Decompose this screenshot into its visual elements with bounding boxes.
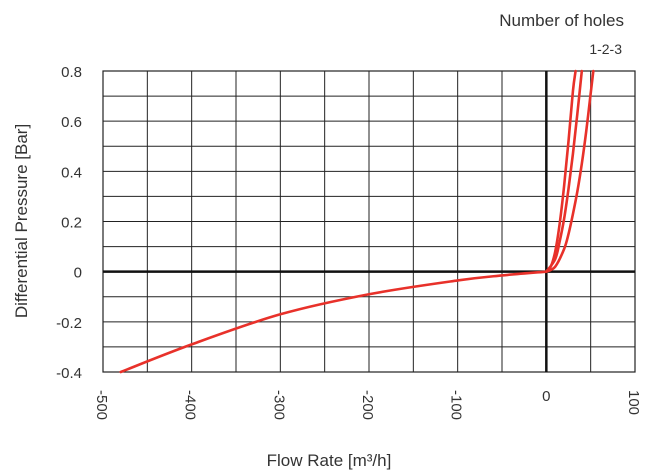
x-tick-label: -400 bbox=[182, 390, 199, 420]
x-tick-label: -200 bbox=[359, 390, 376, 420]
series-line-2 bbox=[545, 69, 584, 273]
legend-title: Number of holes bbox=[499, 11, 624, 30]
x-tick-label: 100 bbox=[625, 390, 642, 415]
y-axis-label: Differential Pressure [Bar] bbox=[12, 124, 31, 318]
x-tick-labels: -500 -400 -300 -200 -100 0 100 bbox=[93, 388, 642, 420]
y-tick-label: -0.2 bbox=[56, 315, 82, 332]
x-tick-label: -100 bbox=[448, 390, 465, 420]
series-lines bbox=[119, 69, 595, 374]
x-tick-label: 0 bbox=[542, 388, 550, 405]
y-tick-label: 0.6 bbox=[61, 114, 82, 131]
y-tick-label: 0.2 bbox=[61, 215, 82, 232]
y-tick-labels: 0.8 0.6 0.4 0.2 0 -0.2 -0.4 bbox=[56, 64, 82, 382]
x-tick-label: -500 bbox=[93, 390, 110, 420]
legend-entries: 1-2-3 bbox=[589, 41, 622, 57]
y-tick-label: 0 bbox=[74, 265, 82, 282]
y-tick-label: -0.4 bbox=[56, 365, 82, 382]
x-axis-label: Flow Rate [m³/h] bbox=[267, 451, 392, 470]
series-line-reverse-flow bbox=[119, 270, 548, 374]
y-tick-label: 0.8 bbox=[61, 64, 82, 81]
grid bbox=[102, 70, 636, 373]
x-tick-label: -300 bbox=[270, 390, 287, 420]
plot-frame bbox=[102, 70, 636, 373]
y-tick-label: 0.4 bbox=[61, 164, 82, 181]
series-line-3 bbox=[545, 69, 595, 273]
